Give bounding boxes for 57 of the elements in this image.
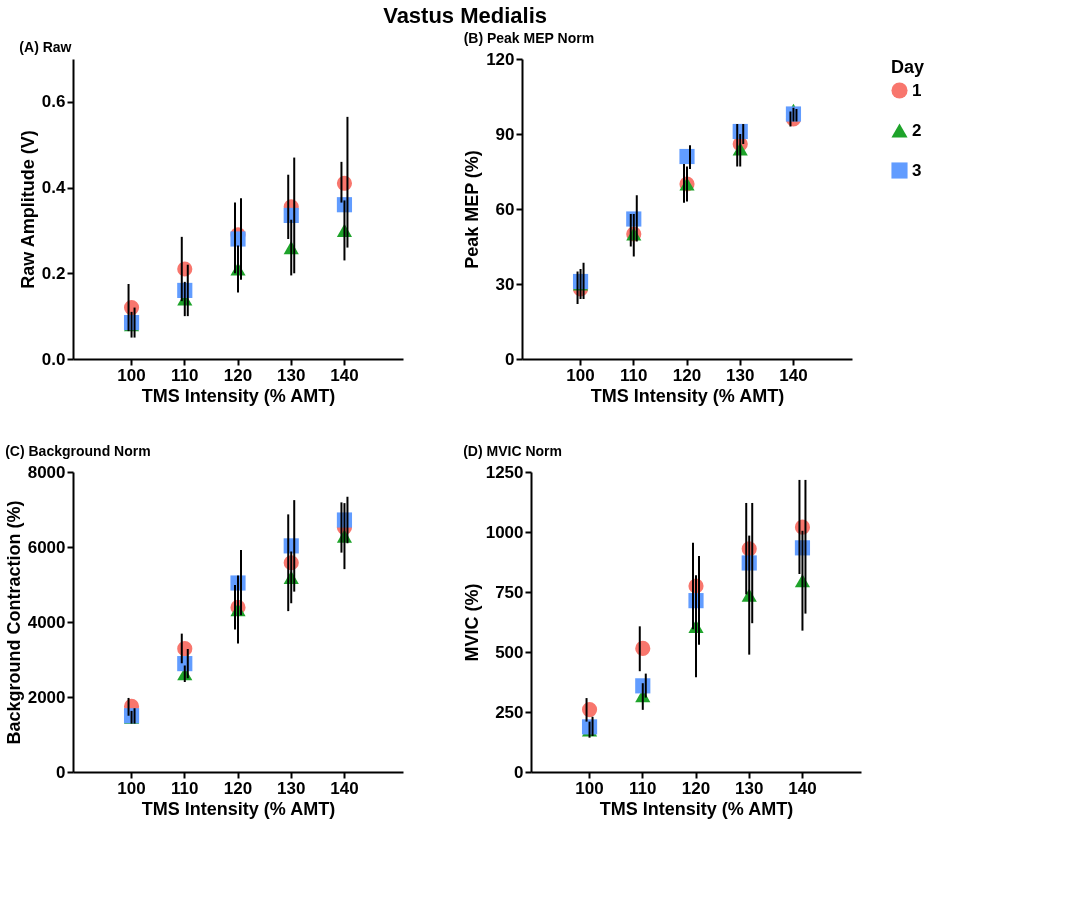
- chart-title: (A) Raw: [19, 39, 72, 55]
- x-tick-label: 100: [575, 778, 604, 798]
- legend-label: 1: [912, 80, 922, 100]
- x-tick-label: 100: [566, 365, 595, 385]
- x-tick-label: 140: [330, 778, 359, 798]
- y-tick-label: 2000: [27, 687, 66, 707]
- x-tick-label: 120: [223, 778, 253, 798]
- x-tick-label: 130: [726, 365, 755, 385]
- y-axis-title: Peak MEP (%): [462, 150, 483, 269]
- x-tick-label: 110: [171, 778, 199, 798]
- x-tick-label: 120: [681, 778, 711, 798]
- x-tick-label: 130: [735, 778, 764, 798]
- y-tick-label: 0: [56, 762, 66, 782]
- y-tick-label: 750: [495, 582, 524, 602]
- y-tick-label: 1250: [485, 462, 524, 482]
- y-tick-label: 0.6: [41, 92, 66, 112]
- x-tick-label: 120: [223, 365, 253, 385]
- chart-title: (D) MVIC Norm: [463, 443, 562, 459]
- x-tick-label: 140: [330, 365, 359, 385]
- x-axis-title: TMS Intensity (% AMT): [141, 798, 336, 819]
- legend-title: Day: [891, 57, 925, 77]
- y-tick-label: 6000: [27, 537, 66, 557]
- y-axis-title: Background Contraction (%): [3, 500, 24, 745]
- x-tick-label: 130: [277, 778, 306, 798]
- x-tick-label: 140: [779, 365, 808, 385]
- legend-label: 2: [912, 120, 922, 140]
- x-axis-title: TMS Intensity (% AMT): [599, 798, 794, 819]
- y-tick-label: 1000: [485, 522, 524, 542]
- y-tick-label: 250: [495, 702, 524, 722]
- x-tick-label: 110: [171, 365, 199, 385]
- y-tick-label: 120: [486, 49, 515, 69]
- x-tick-label: 130: [277, 365, 306, 385]
- y-tick-label: 0.2: [41, 263, 66, 283]
- x-tick-label: 100: [117, 365, 146, 385]
- x-tick-label: 140: [788, 778, 817, 798]
- y-axis-title: Raw Amplitude (V): [17, 130, 38, 289]
- legend-label: 3: [912, 160, 922, 180]
- x-tick-label: 120: [672, 365, 702, 385]
- y-tick-label: 90: [495, 124, 515, 144]
- y-tick-label: 0: [505, 349, 515, 369]
- y-tick-label: 0.0: [41, 349, 66, 369]
- chart-title: (C) Background Norm: [5, 443, 151, 459]
- y-tick-label: 8000: [27, 462, 66, 482]
- y-tick-label: 60: [495, 199, 515, 219]
- x-tick-label: 110: [629, 778, 657, 798]
- y-tick-label: 500: [495, 642, 524, 662]
- text: Vastus Medialis: [383, 3, 548, 28]
- chart-title: (B) Peak MEP Norm: [463, 30, 595, 46]
- y-tick-label: 4000: [27, 612, 66, 632]
- x-axis-title: TMS Intensity (% AMT): [590, 385, 785, 406]
- x-tick-label: 110: [620, 365, 648, 385]
- y-tick-label: 0.4: [41, 178, 67, 198]
- y-tick-label: 30: [495, 274, 515, 294]
- x-axis-title: TMS Intensity (% AMT): [141, 385, 336, 406]
- x-tick-label: 100: [117, 778, 146, 798]
- y-axis-title: MVIC (%): [461, 583, 482, 662]
- y-tick-label: 0: [514, 762, 524, 782]
